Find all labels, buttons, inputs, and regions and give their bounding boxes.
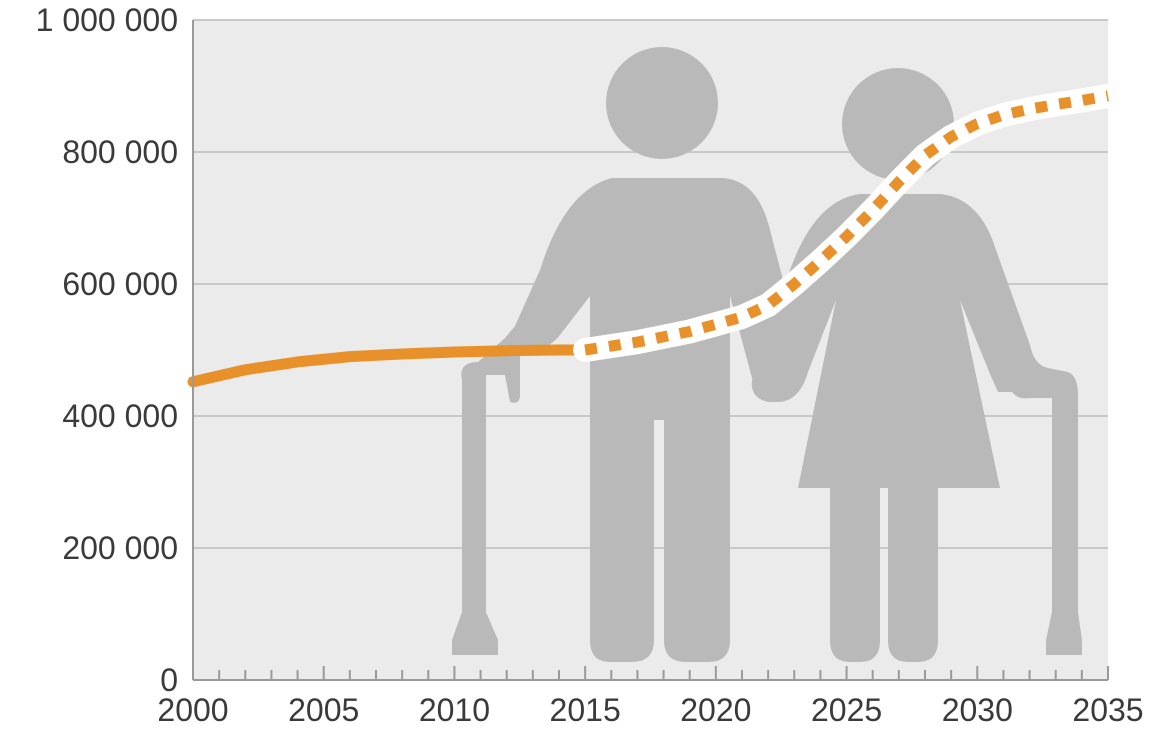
x-tick-label: 2020 — [680, 692, 751, 728]
y-tick-label: 0 — [160, 662, 178, 698]
x-tick-label: 2010 — [419, 692, 490, 728]
y-tick-label: 800 000 — [62, 134, 178, 170]
x-tick-label: 2000 — [157, 692, 228, 728]
y-tick-label: 600 000 — [62, 266, 178, 302]
projected-series-line — [584, 90, 1109, 356]
historical-series-line — [187, 344, 591, 388]
y-tick-label: 200 000 — [62, 530, 178, 566]
x-tick-label: 2030 — [942, 692, 1013, 728]
woman-body-icon — [751, 194, 1082, 662]
man-head-icon — [606, 47, 718, 159]
x-tick-label: 2035 — [1072, 692, 1143, 728]
woman-head-icon — [842, 68, 954, 180]
y-tick-label: 1 000 000 — [36, 2, 178, 38]
y-tick-label: 400 000 — [62, 398, 178, 434]
x-tick-label: 2025 — [811, 692, 882, 728]
man-body-icon — [452, 178, 802, 662]
x-tick-label: 2015 — [550, 692, 621, 728]
x-axis-ticks — [192, 666, 1109, 680]
axis-labels: 0 200 000 400 000 600 000 800 000 1 000 000 20… — [36, 2, 1144, 728]
series-layer — [187, 83, 1120, 388]
x-tick-label: 2005 — [288, 692, 359, 728]
